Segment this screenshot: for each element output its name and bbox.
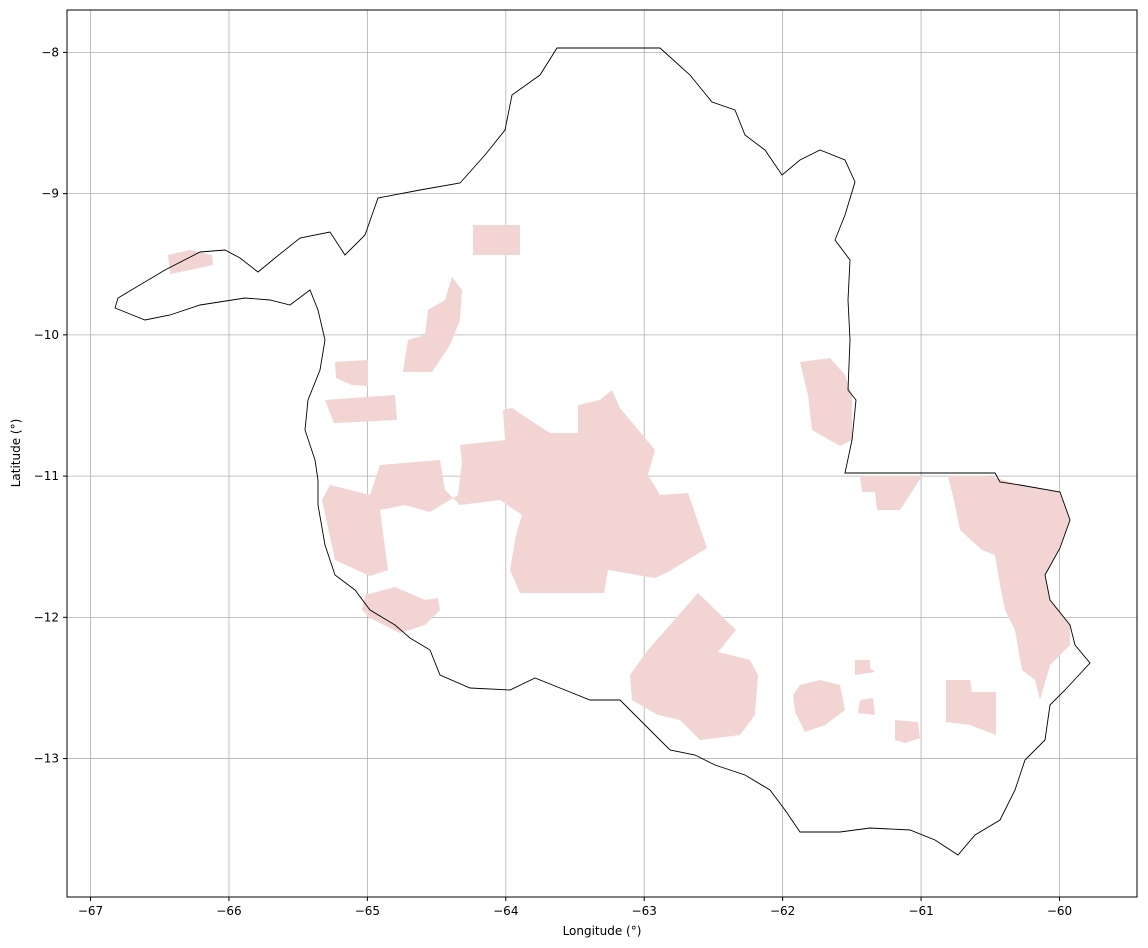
x-axis-label: Longitude (°) xyxy=(563,924,642,938)
x-tick-label: −65 xyxy=(355,904,380,918)
protected-areas xyxy=(168,225,1070,743)
area xyxy=(860,476,922,510)
x-tick-label: −66 xyxy=(216,904,241,918)
area xyxy=(858,698,875,715)
x-tick-label: −61 xyxy=(908,904,933,918)
x-tick-label: −67 xyxy=(78,904,103,918)
x-tick-label: −64 xyxy=(493,904,518,918)
area xyxy=(895,720,920,743)
area xyxy=(793,680,845,732)
y-tick-label: −13 xyxy=(34,752,59,766)
y-tick-label: −10 xyxy=(34,328,59,342)
state-boundary xyxy=(114,47,1091,856)
area xyxy=(800,358,852,446)
area xyxy=(855,660,875,675)
y-tick-label: −8 xyxy=(41,45,59,59)
y-axis-label: Latitude (°) xyxy=(9,419,23,488)
area xyxy=(946,680,996,735)
area xyxy=(403,277,462,372)
area xyxy=(362,587,440,633)
area xyxy=(473,225,520,255)
x-tick-label: −60 xyxy=(1047,904,1072,918)
y-tick-label: −12 xyxy=(34,610,59,624)
x-tick-label: −62 xyxy=(770,904,795,918)
x-tick-label: −63 xyxy=(632,904,657,918)
area xyxy=(948,476,1070,700)
area xyxy=(322,390,707,593)
y-tick-label: −11 xyxy=(34,469,59,483)
area xyxy=(168,250,213,274)
area xyxy=(630,593,758,740)
y-tick-label: −9 xyxy=(41,187,59,201)
plot-frame xyxy=(66,9,1138,898)
area xyxy=(335,360,368,386)
area xyxy=(325,395,397,423)
